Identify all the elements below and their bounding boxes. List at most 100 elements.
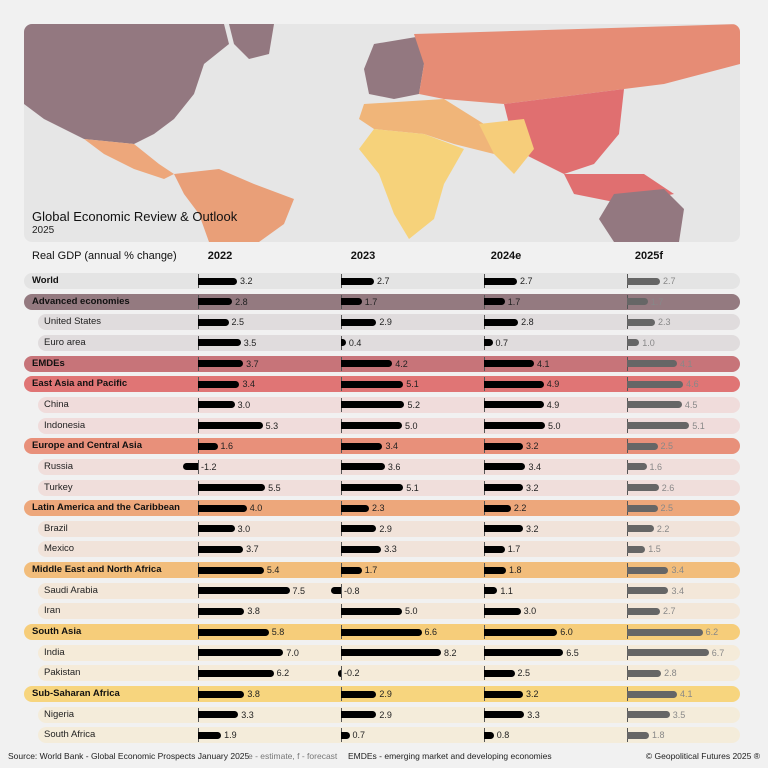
region-europe-central-asia	[414, 24, 740, 104]
bar	[627, 318, 656, 326]
region-advanced-north-america	[24, 24, 274, 144]
value-label: 4.6	[686, 379, 699, 390]
value-label: 3.4	[528, 461, 541, 472]
bar	[198, 401, 235, 409]
bar	[627, 360, 678, 368]
row-label: Saudi Arabia	[44, 584, 98, 596]
bar	[484, 442, 524, 450]
value-label: 5.0	[405, 606, 418, 617]
bar	[341, 318, 377, 326]
bar	[341, 380, 404, 388]
value-label: 1.7	[364, 565, 378, 576]
bar	[484, 690, 524, 698]
region-europe	[364, 34, 434, 99]
table-row	[38, 727, 740, 744]
bar	[198, 298, 233, 306]
value-label: 5.3	[265, 420, 279, 431]
value-label: 3.7	[246, 544, 259, 555]
region-south-asia	[479, 119, 534, 174]
row-label: EMDEs	[32, 357, 65, 369]
value-label: 2.2	[513, 503, 527, 514]
column-header-2024e: 2024e	[490, 250, 522, 262]
value-label: 3.3	[527, 709, 540, 720]
value-label: 4.9	[546, 379, 560, 390]
bar	[198, 566, 264, 574]
bar	[484, 298, 505, 306]
value-label: 3.0	[237, 399, 251, 410]
source-note: Source: World Bank - Global Economic Pro…	[8, 751, 250, 761]
value-label: 5.5	[268, 482, 281, 493]
table-row	[38, 314, 740, 331]
row-label: China	[44, 398, 69, 410]
value-label: 2.9	[379, 709, 392, 720]
value-label: 3.2	[526, 441, 539, 452]
bar	[627, 731, 649, 739]
value-label: 4.0	[249, 503, 263, 514]
bar	[198, 628, 269, 636]
bar	[341, 401, 405, 409]
value-label: 5.4	[266, 565, 280, 576]
bar	[198, 277, 238, 285]
value-label: 1.8	[508, 565, 522, 576]
value-label: 3.2	[526, 523, 539, 534]
value-label: 6.7	[711, 647, 725, 658]
table-row	[24, 500, 740, 517]
region-central-america	[84, 139, 174, 179]
value-label: 7.0	[286, 647, 299, 658]
region-mena	[359, 99, 494, 154]
value-label: 6.6	[424, 627, 438, 638]
column-header-2025f: 2025f	[634, 250, 664, 262]
value-label: 4.1	[680, 689, 693, 699]
row-label: Euro area	[44, 336, 86, 348]
zero-axis	[341, 666, 342, 681]
value-label: 7.5	[292, 585, 306, 596]
bar	[198, 649, 284, 657]
column-header-2022: 2022	[207, 250, 233, 262]
bar	[484, 649, 564, 657]
table-row	[38, 665, 740, 682]
bar	[484, 545, 505, 553]
value-label: 2.7	[376, 276, 390, 286]
bar	[627, 669, 662, 677]
value-label: 2.9	[379, 689, 392, 699]
chart-title: Global Economic Review & Outlook	[32, 209, 238, 224]
value-label: 2.8	[235, 296, 248, 307]
bar	[341, 649, 442, 657]
value-label: 2.9	[379, 523, 392, 534]
table-row	[24, 686, 740, 702]
value-label: 2.2	[656, 523, 670, 534]
region-ssa	[359, 129, 464, 239]
value-label: 5.0	[548, 420, 561, 431]
bar	[341, 566, 362, 574]
table-row	[24, 562, 740, 579]
value-label: 1.5	[648, 544, 661, 555]
row-label: Sub-Saharan Africa	[32, 688, 120, 699]
value-label: 1.9	[224, 730, 237, 741]
value-label: 2.5	[660, 503, 674, 514]
bar	[627, 277, 660, 285]
bar	[338, 669, 341, 677]
value-label: 3.0	[237, 523, 251, 534]
value-label: 2.5	[517, 668, 531, 679]
region-east-asia	[504, 89, 624, 174]
bar	[341, 525, 377, 533]
row-label: South Africa	[44, 729, 96, 741]
value-label: 3.2	[526, 689, 539, 699]
value-label: 1.7	[507, 296, 521, 307]
bar	[198, 339, 241, 347]
zero-axis	[198, 459, 199, 474]
bar	[183, 463, 198, 471]
value-label: -0.2	[344, 668, 360, 679]
bar	[627, 442, 658, 450]
bar	[627, 422, 690, 430]
row-label: Indonesia	[44, 419, 86, 431]
row-label: Russia	[44, 460, 74, 472]
row-label: South Asia	[32, 626, 82, 638]
bar	[627, 545, 646, 553]
bar	[198, 318, 229, 326]
value-label: 2.8	[664, 668, 677, 679]
bar	[627, 463, 647, 471]
value-label: 3.4	[671, 565, 684, 576]
row-label: Middle East and North Africa	[32, 564, 162, 576]
value-label: 3.8	[247, 606, 260, 617]
